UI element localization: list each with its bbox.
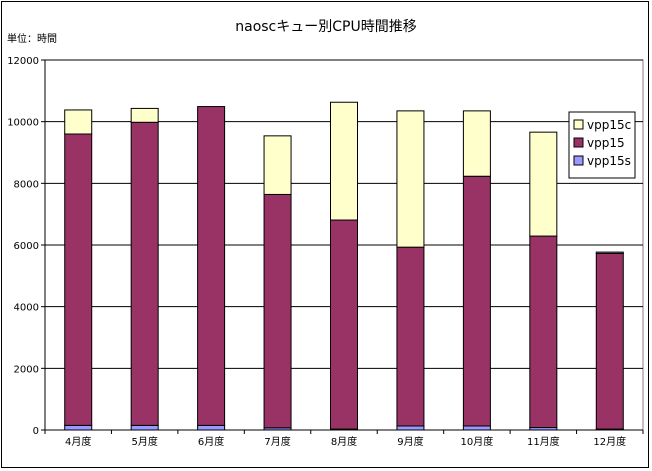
bars [64,101,624,431]
bar-segment-vpp15 [64,133,93,426]
bar-segment-vpp15 [396,246,425,427]
y-tick-label: 10000 [7,118,39,129]
bar-segment-vpp15s [197,424,226,431]
y-tick-label: 6000 [14,241,39,252]
x-tick-label: 10月度 [461,435,494,448]
bar-segment-vpp15 [462,175,491,427]
x-tick-label: 12月度 [593,435,626,448]
y-tick-label: 12000 [7,56,39,67]
x-tick-label: 4月度 [65,435,91,448]
bar-segment-vpp15s [462,425,491,431]
bar-segment-vpp15c [130,107,159,123]
y-tick-label: 4000 [14,303,39,314]
x-tick-label: 9月度 [397,435,423,448]
legend-swatch-vpp15 [573,137,584,148]
bar-segment-vpp15 [595,252,624,430]
bar-segment-vpp15s [396,425,425,431]
bar-segment-vpp15 [330,219,358,430]
y-tick-label: 2000 [14,364,39,375]
bar-segment-vpp15c [529,131,558,237]
bar-segment-vpp15c [330,101,358,221]
bar-segment-vpp15 [197,106,226,426]
bar-segment-vpp15c [396,110,425,248]
x-tick-label: 7月度 [264,435,290,448]
legend-label-vpp15c: vpp15c [587,118,631,132]
bar-segment-vpp15s [64,424,93,431]
bar-segment-vpp15c [263,135,292,195]
legend: vpp15c vpp15 vpp15s [568,111,636,179]
chart-title: naoscキュー別CPU時間推移 [235,19,416,35]
bar-segment-vpp15c [64,109,93,135]
legend-swatch-vpp15s [573,155,584,166]
y-tick-label: 8000 [14,179,39,190]
unit-label: 単位：時間 [7,32,57,45]
x-tick-label: 8月度 [331,435,357,448]
bar-segment-vpp15c [462,110,491,177]
bar-segment-vpp15s [130,424,159,431]
x-axis: 4月度 5月度 6月度 7月度 8月度 9月度 10月度 11月度 12月度 [44,429,644,448]
legend-swatch-vpp15c [573,119,584,130]
x-tick-label: 6月度 [198,435,224,448]
legend-label-vpp15s: vpp15s [587,154,631,168]
bar-segment-vpp15 [529,235,558,429]
bar-segment-vpp15 [263,193,292,429]
x-tick-label: 11月度 [527,435,560,448]
y-tick-label: 0 [33,426,39,437]
y-axis: 0 2000 4000 6000 8000 10000 12000 [7,56,46,437]
bar-segment-vpp15c [595,251,624,254]
legend-label-vpp15: vpp15 [587,136,625,150]
bar-segment-vpp15 [130,121,159,426]
x-tick-label: 5月度 [131,435,157,448]
